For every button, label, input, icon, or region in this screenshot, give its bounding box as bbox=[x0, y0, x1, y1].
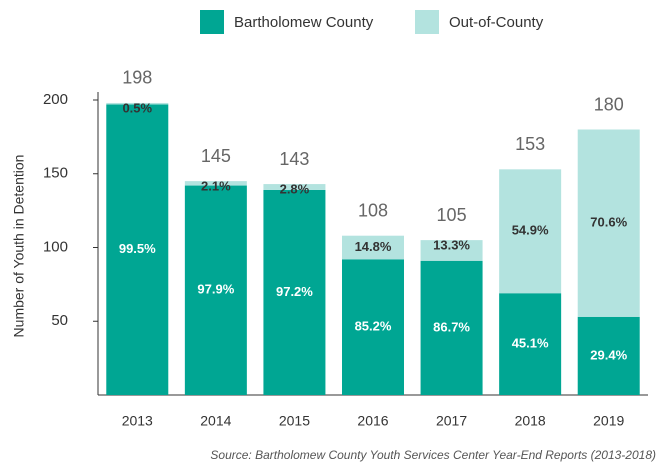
bar-segment bbox=[420, 260, 483, 395]
segment-label: 0.5% bbox=[122, 100, 152, 115]
bar-segment bbox=[499, 293, 562, 395]
y-tick-label: 200 bbox=[43, 91, 68, 108]
segment-label: 29.4% bbox=[590, 347, 627, 362]
bar-segment bbox=[342, 235, 404, 260]
y-tick-label: 100 bbox=[43, 238, 68, 255]
y-axis-label: Number of Youth in Detention bbox=[11, 155, 27, 338]
segment-label: 85.2% bbox=[355, 319, 392, 334]
legend-swatch bbox=[200, 10, 224, 34]
bar-total: 145 bbox=[201, 146, 231, 166]
segment-label: 70.6% bbox=[590, 215, 627, 230]
bar-segment bbox=[420, 240, 483, 261]
bar-segment bbox=[263, 189, 326, 395]
x-tick-label: 2019 bbox=[593, 413, 624, 429]
segment-label: 86.7% bbox=[433, 319, 470, 334]
bar-segment bbox=[263, 184, 326, 190]
bar-total: 143 bbox=[279, 149, 309, 169]
bar-total: 198 bbox=[122, 68, 152, 88]
segment-label: 14.8% bbox=[355, 239, 392, 254]
segment-label: 99.5% bbox=[119, 241, 156, 256]
x-tick-label: 2015 bbox=[279, 413, 310, 429]
bar-segment bbox=[342, 259, 404, 395]
bar-segment bbox=[577, 129, 640, 317]
bar-segment bbox=[499, 169, 562, 294]
bar-segment bbox=[184, 181, 247, 186]
bar-total: 108 bbox=[358, 200, 388, 220]
x-tick-label: 2017 bbox=[436, 413, 467, 429]
y-tick-label: 50 bbox=[51, 312, 68, 329]
source-note: Source: Bartholomew County Youth Service… bbox=[210, 448, 656, 462]
segment-label: 2.8% bbox=[280, 182, 310, 197]
bar-segment bbox=[577, 316, 640, 395]
segment-label: 97.2% bbox=[276, 284, 313, 299]
x-tick-label: 2018 bbox=[515, 413, 546, 429]
segment-label: 97.9% bbox=[197, 282, 234, 297]
x-tick-label: 2013 bbox=[122, 413, 153, 429]
y-tick-label: 150 bbox=[43, 165, 68, 182]
bar-segment bbox=[106, 104, 169, 396]
bar-segment bbox=[106, 102, 169, 105]
bar-segment bbox=[184, 185, 247, 395]
bar-total: 180 bbox=[594, 94, 624, 114]
legend-label: Bartholomew County bbox=[234, 14, 374, 31]
segment-label: 13.3% bbox=[433, 238, 470, 253]
legend-label: Out-of-County bbox=[449, 14, 544, 31]
bar-total: 105 bbox=[437, 205, 467, 225]
x-tick-label: 2016 bbox=[357, 413, 388, 429]
x-tick-label: 2014 bbox=[200, 413, 231, 429]
segment-label: 54.9% bbox=[512, 223, 549, 238]
segment-label: 2.1% bbox=[201, 179, 231, 194]
bar-total: 153 bbox=[515, 134, 545, 154]
legend-swatch bbox=[415, 10, 439, 34]
segment-label: 45.1% bbox=[512, 336, 549, 351]
